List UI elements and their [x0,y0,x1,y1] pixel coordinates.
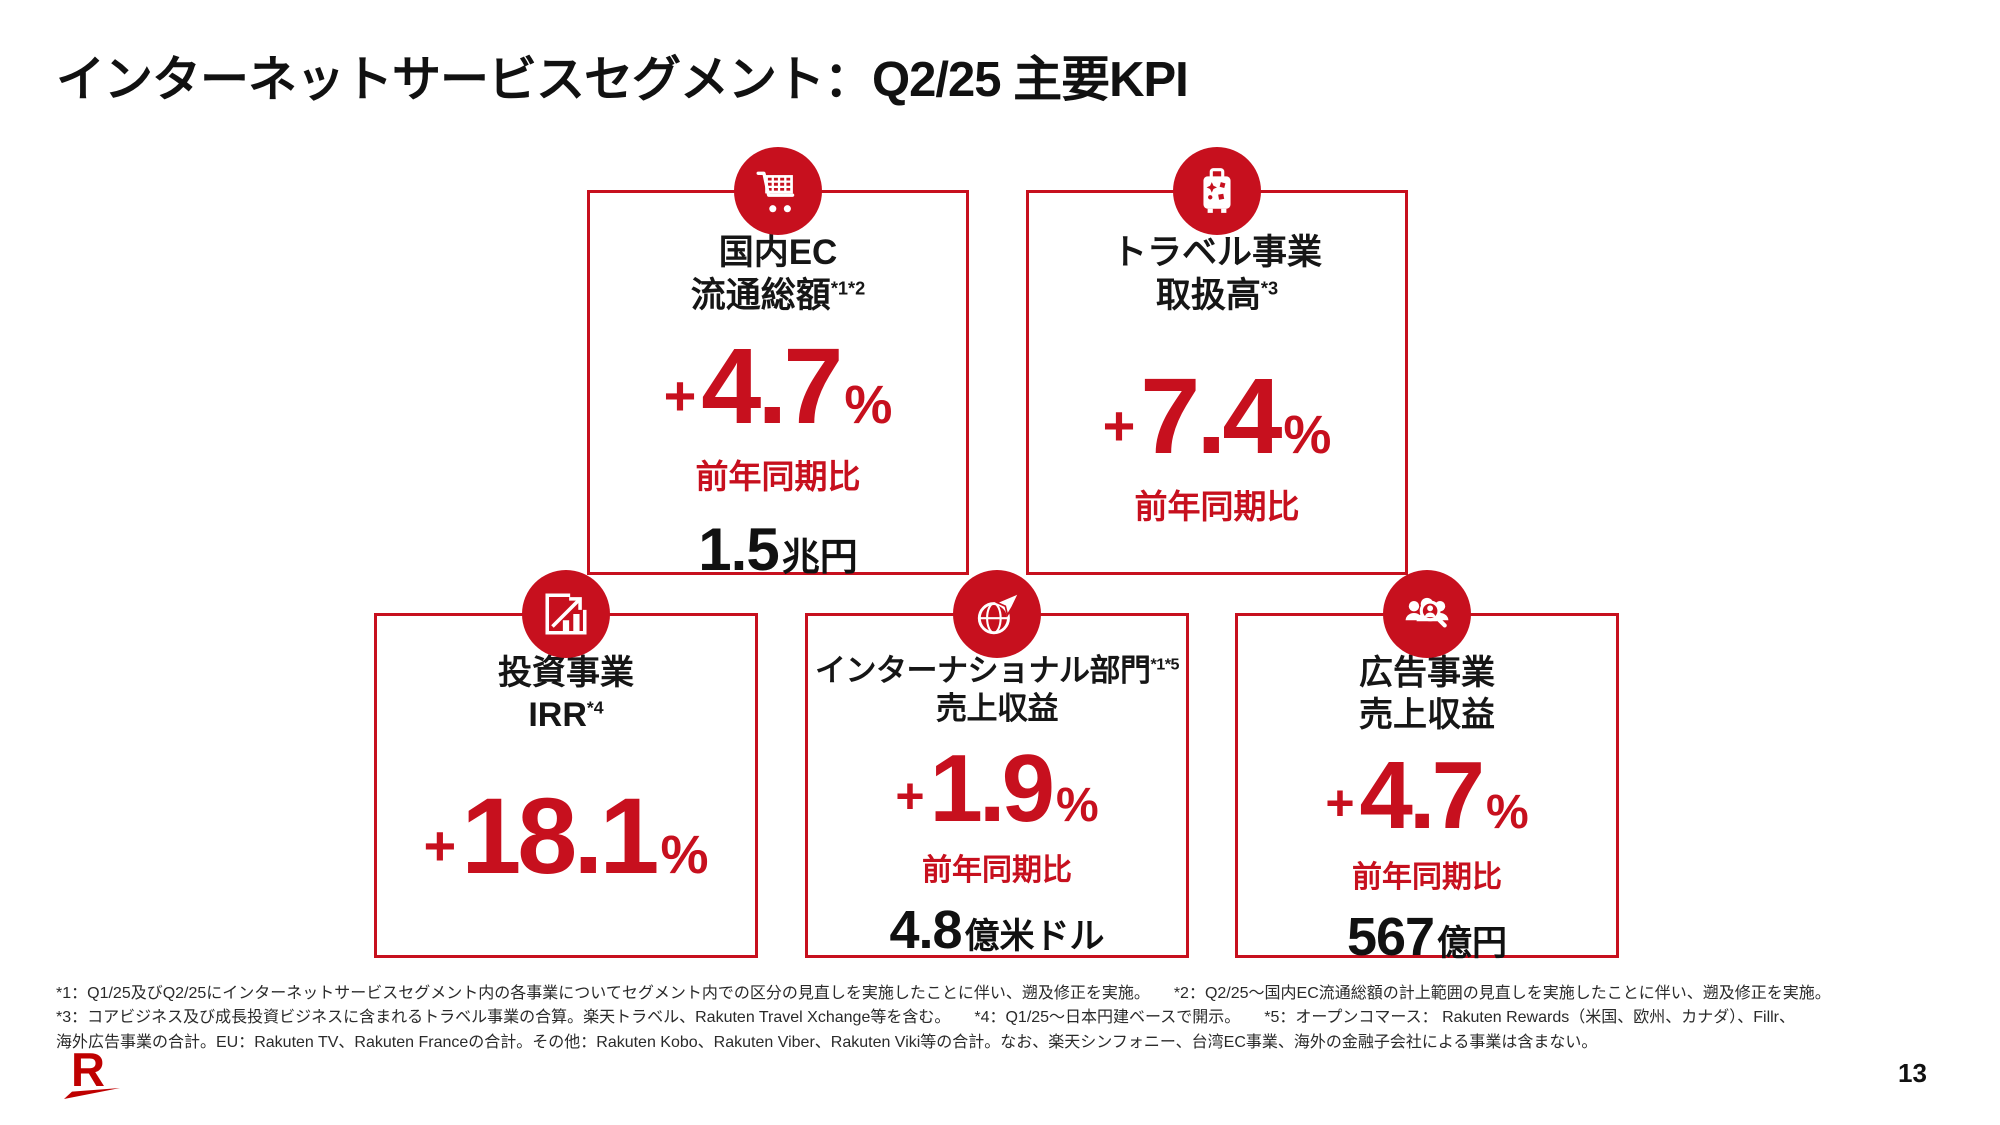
kpi-absolute-number: 567 [1346,907,1435,968]
kpi-absolute-unit: 兆円 [781,536,858,579]
kpi-percent-number: 7.4 [1140,354,1282,476]
globe-airplane-icon [953,570,1041,658]
kpi-card-travel: トラベル事業 取扱高*3 +7.4% 前年同期比 [1026,147,1408,575]
kpi-card-domestic-ec: 国内EC 流通総額*1*2 +4.7% 前年同期比 1.5 兆円 [587,147,969,579]
plus-sign: + [1102,393,1136,457]
kpi-title-line1: 広告事業 [1359,654,1495,692]
kpi-title-line2: 売上収益 [936,691,1059,727]
kpi-absolute-value: 4.8 億米ドル [889,903,1104,957]
shopping-cart-icon [734,147,822,235]
footnote-line-2: *3：コアビジネス及び成長投資ビジネスに含まれるトラベル事業の合算。楽天トラベル… [56,1009,1796,1027]
kpi-growth-value: +4.7% [1325,748,1528,844]
percent-sign: % [1283,404,1332,465]
kpi-title-footnote-ref: *4 [586,697,604,718]
percent-sign: % [660,825,709,886]
kpi-absolute-number: 1.5 [698,515,779,583]
kpi-absolute-number: 4.8 [889,899,962,960]
kpi-percent-number: 4.7 [701,324,843,446]
plus-sign: + [895,767,925,824]
kpi-title: インターナショナル部門*1*5 売上収益 [815,652,1179,729]
footnote-line-3: 海外広告事業の合計。EU：Rakuten TV、Rakuten Franceの合… [56,1033,1598,1051]
kpi-percent-number: 1.9 [929,734,1055,842]
kpi-title-footnote-ref: *3 [1260,278,1279,299]
kpi-title: 投資事業 IRR*4 [498,652,634,736]
kpi-absolute-unit: 億円 [1437,924,1508,964]
footnotes: *1：Q1/25及びQ2/25にインターネットサービスセグメント内の各事業につい… [56,982,1966,1055]
kpi-growth-value: +1.9% [895,734,1099,842]
kpi-yoy-label: 前年同期比 [695,457,861,495]
kpi-title-footnote-ref: *1*5 [1150,655,1180,674]
suitcase-icon [1173,147,1261,235]
kpi-title-line1: インターナショナル部門 [815,653,1151,688]
rakuten-logo-swoosh [64,1088,120,1099]
kpi-percent-number: 4.7 [1359,742,1485,850]
bar-chart-growth-icon [522,570,610,658]
plus-sign: + [1325,775,1355,832]
kpi-title-line1: トラベル事業 [1111,233,1322,272]
kpi-yoy-label: 前年同期比 [1134,487,1300,525]
kpi-title: 広告事業 売上収益 [1359,652,1495,736]
kpi-growth-value: +4.7% [663,324,893,446]
kpi-title-line2: IRR [528,696,587,735]
page-number: 13 [1898,1058,1927,1088]
kpi-yoy-label: 前年同期比 [922,853,1072,887]
kpi-title-line2: 流通総額 [690,276,831,316]
kpi-absolute-unit: 億米ドル [964,916,1105,956]
kpi-yoy-label: 前年同期比 [1352,861,1502,895]
kpi-title: トラベル事業 取扱高*3 [1112,231,1322,318]
kpi-title-line1: 投資事業 [498,654,634,692]
kpi-absolute-value: 567 億円 [1347,910,1507,964]
rakuten-logo-letter: R [71,1043,105,1096]
kpi-percent-number: 18.1 [461,775,659,897]
footnote-line-1: *1：Q1/25及びQ2/25にインターネットサービスセグメント内の各事業につい… [56,985,1831,1002]
kpi-card-investment: 投資事業 IRR*4 +18.1% [374,570,758,958]
kpi-title-line1: 国内EC [718,233,838,272]
kpi-title-footnote-ref: *1*2 [830,278,866,299]
plus-sign: + [663,363,697,427]
plus-sign: + [423,814,457,878]
percent-sign: % [1485,786,1529,840]
kpi-absolute-value: 1.5 兆円 [698,515,858,583]
kpi-card-international: インターナショナル部門*1*5 売上収益 +1.9% 前年同期比 4.8 億米ドル [805,570,1189,958]
kpi-growth-value: +7.4% [1102,354,1332,476]
kpi-card-advertising: 広告事業 売上収益 +4.7% 前年同期比 567 億円 [1235,570,1619,964]
percent-sign: % [844,374,893,435]
rakuten-logo: R [64,1046,136,1099]
kpi-title: 国内EC 流通総額*1*2 [691,231,865,318]
kpi-growth-value: +18.1% [424,782,709,890]
kpi-title-line2: 売上収益 [1359,696,1495,735]
slide-title: インターネットサービスセグメント：Q2/25 主要KPI [56,53,1189,107]
percent-sign: % [1055,778,1099,832]
audience-magnifier-icon [1383,570,1471,658]
kpi-title-line2: 取扱高 [1155,276,1261,316]
